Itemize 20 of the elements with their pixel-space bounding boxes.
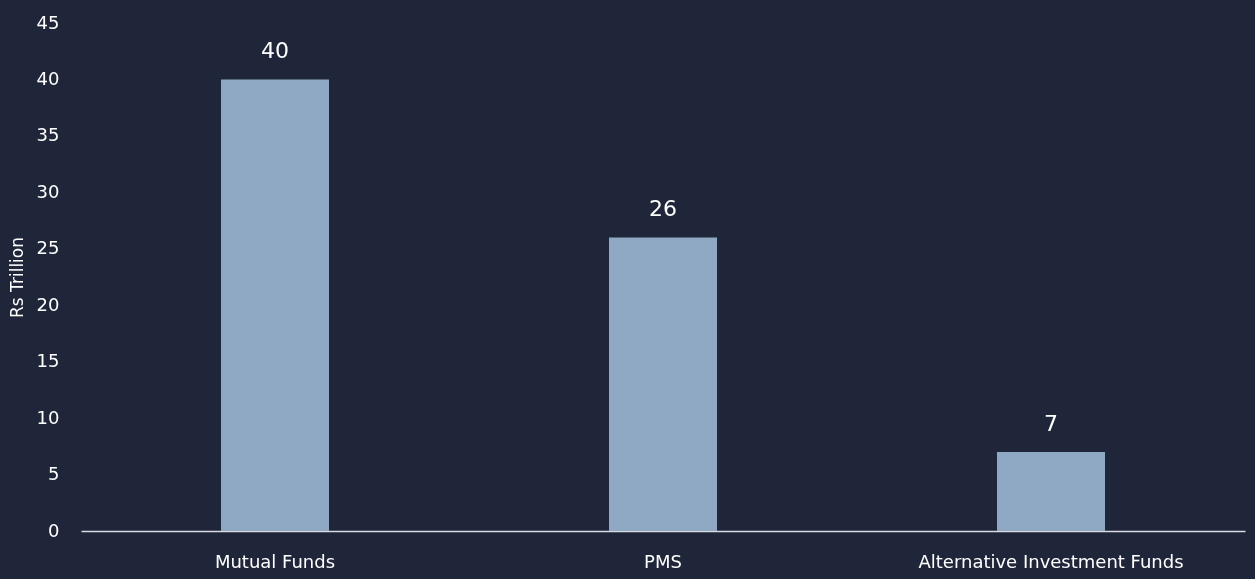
y-tick-label: 45 bbox=[36, 11, 60, 33]
x-tick-label: Mutual Funds bbox=[214, 550, 336, 572]
y-tick-label: 40 bbox=[36, 67, 60, 89]
bar bbox=[609, 237, 717, 531]
bar bbox=[221, 79, 329, 531]
data-label: 40 bbox=[261, 38, 289, 64]
y-tick-label: 20 bbox=[36, 293, 60, 315]
y-axis-title: Rs Trillion bbox=[6, 236, 27, 319]
x-tick-label: PMS bbox=[644, 550, 682, 572]
y-tick-label: 35 bbox=[36, 124, 60, 146]
y-tick-label: 0 bbox=[48, 519, 60, 541]
y-tick-label: 15 bbox=[36, 350, 60, 372]
x-tick-label: Alternative Investment Funds bbox=[918, 550, 1184, 572]
y-tick-label: 10 bbox=[36, 406, 60, 428]
y-tick-label: 25 bbox=[36, 237, 60, 259]
bar bbox=[997, 451, 1105, 531]
y-tick-label: 5 bbox=[48, 463, 60, 485]
y-tick-label: 30 bbox=[36, 180, 60, 202]
data-label: 7 bbox=[1044, 410, 1058, 436]
data-label: 26 bbox=[649, 196, 677, 222]
